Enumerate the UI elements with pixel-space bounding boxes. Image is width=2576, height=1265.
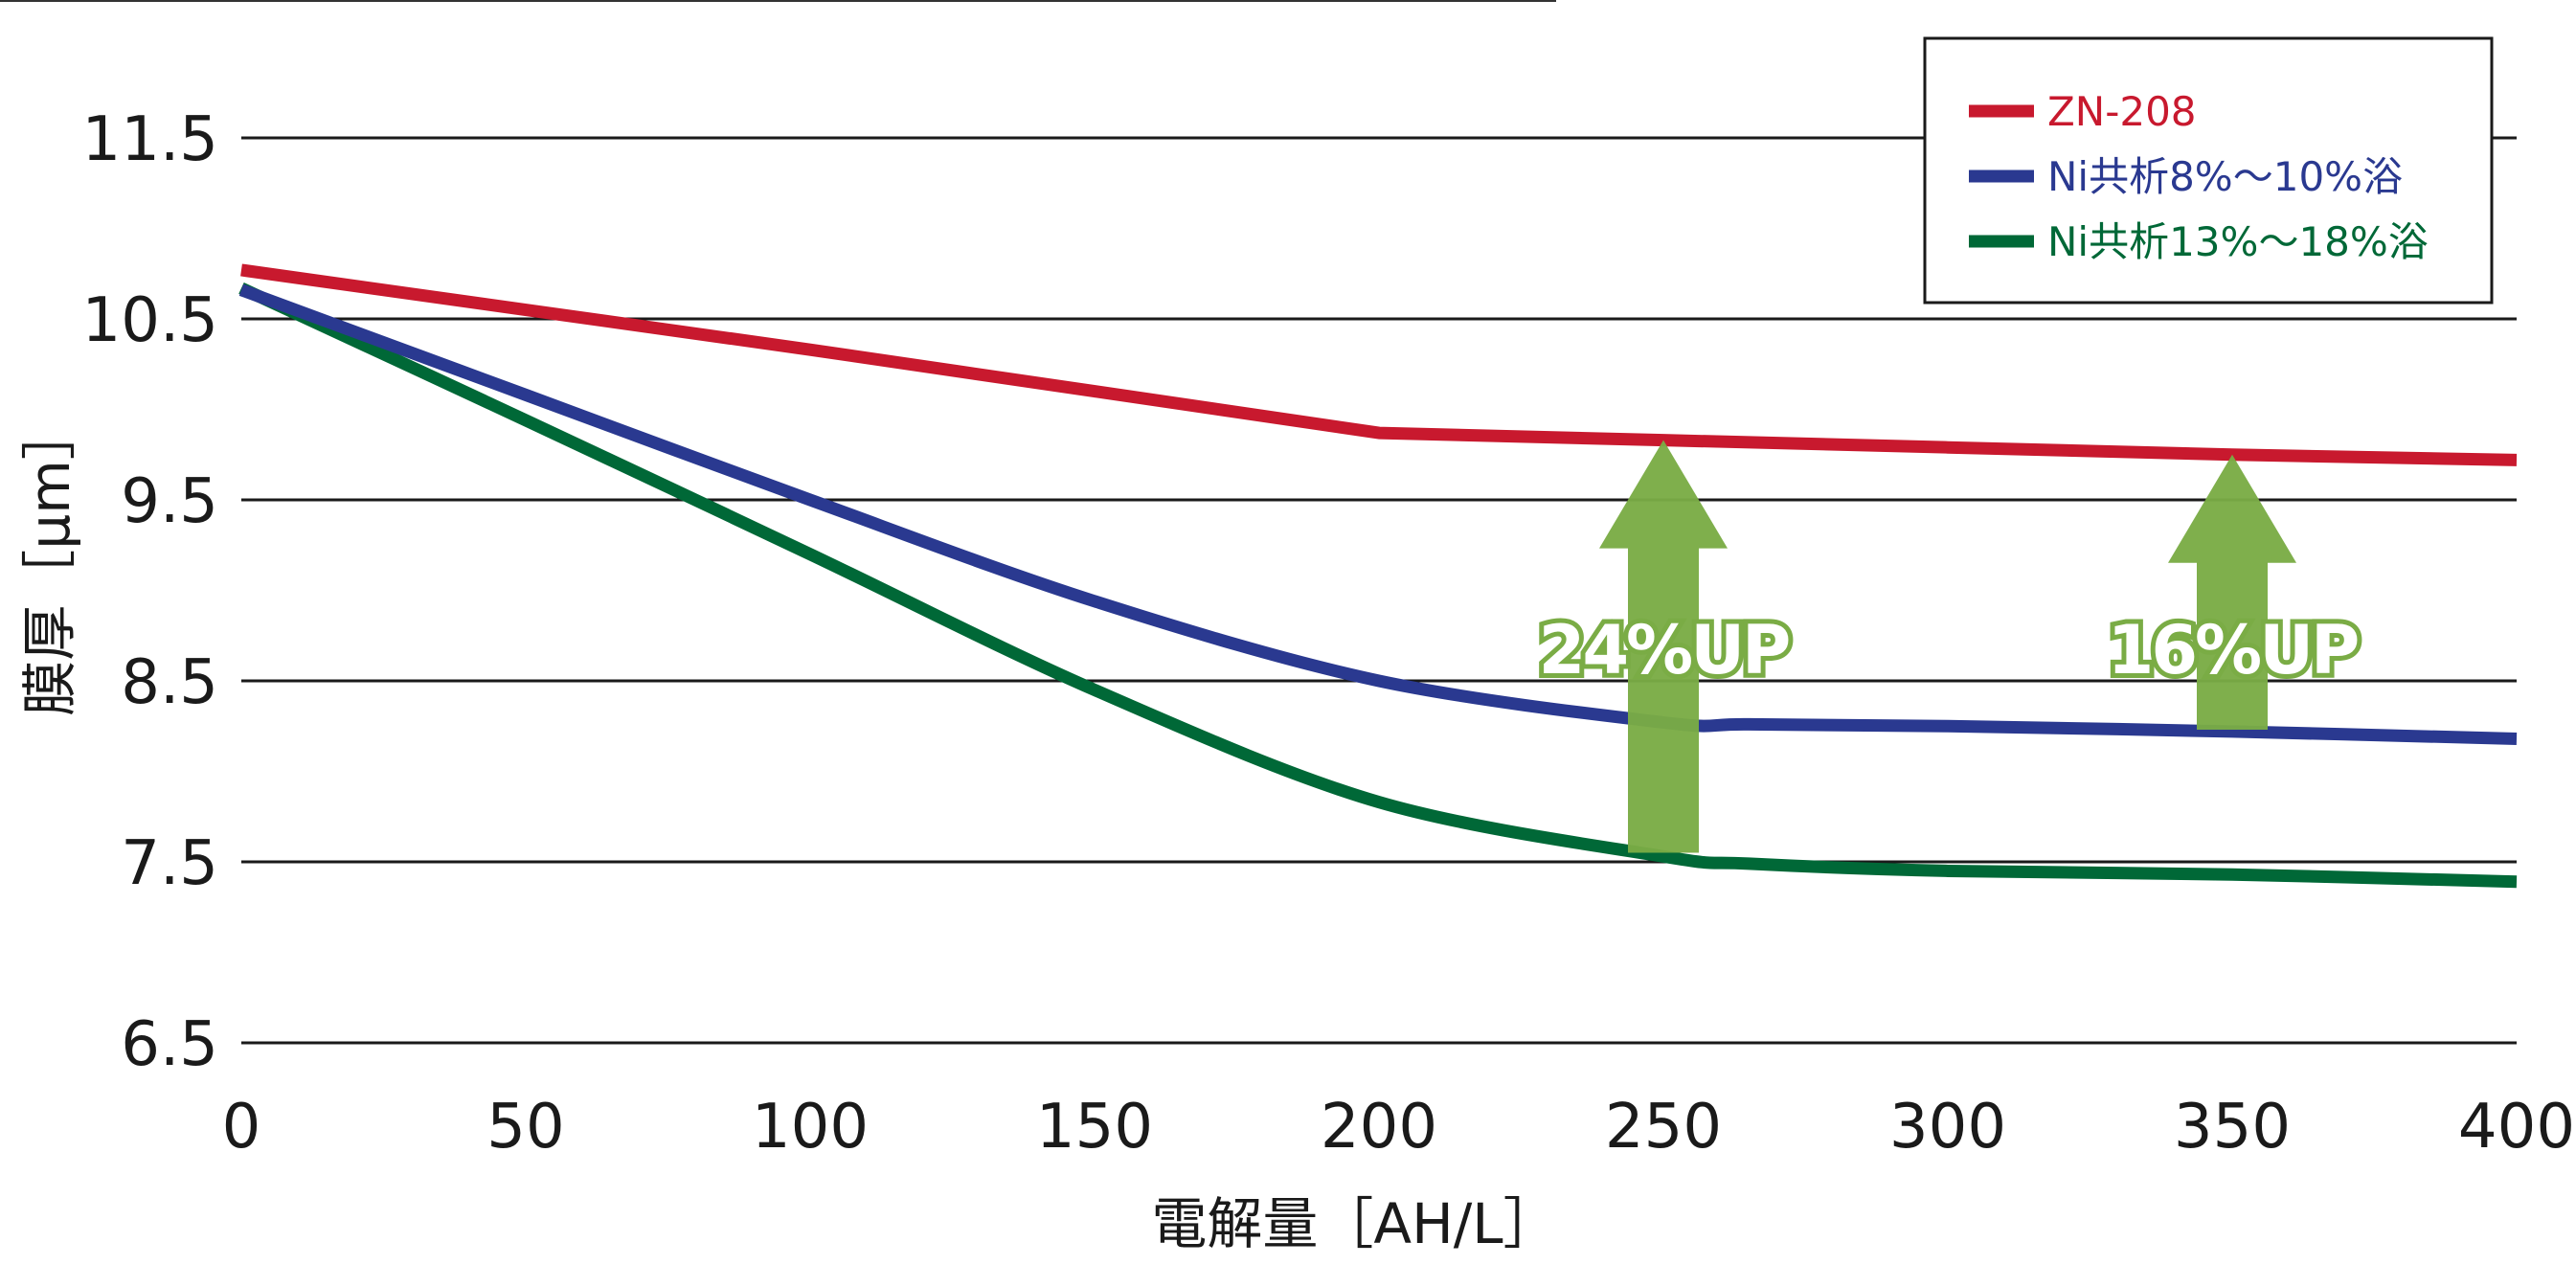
x-tick-label: 50 xyxy=(486,1092,564,1163)
legend: ZN-208 Ni共析8%～10%浴 Ni共析13%～18%浴 xyxy=(1925,38,2492,303)
x-tick-labels: 0 50 100 150 200 250 300 350 400 xyxy=(222,1092,2575,1163)
annotations: 24%UP 16%UP xyxy=(1539,440,2358,853)
legend-label-2: Ni共析13%～18%浴 xyxy=(2047,218,2429,265)
x-tick-label: 150 xyxy=(1036,1092,1153,1163)
series-lines xyxy=(241,270,2517,882)
y-axis-label: 膜厚［μm］ xyxy=(17,404,82,715)
series-line-2 xyxy=(241,288,2517,882)
x-tick-label: 350 xyxy=(2174,1092,2291,1163)
x-tick-label: 100 xyxy=(752,1092,869,1163)
annotation-label-1: 16%UP xyxy=(2108,611,2358,689)
x-tick-label: 0 xyxy=(222,1092,261,1163)
y-tick-label: 8.5 xyxy=(121,647,218,718)
x-tick-label: 300 xyxy=(1889,1092,2006,1163)
x-tick-label: 400 xyxy=(2458,1092,2575,1163)
legend-label-0: ZN-208 xyxy=(2047,88,2197,135)
x-tick-label: 250 xyxy=(1605,1092,1722,1163)
y-tick-label: 10.5 xyxy=(82,285,219,356)
x-tick-label: 200 xyxy=(1321,1092,1437,1163)
y-tick-label: 11.5 xyxy=(82,104,219,175)
legend-label-1: Ni共析8%～10%浴 xyxy=(2047,153,2403,200)
y-tick-label: 7.5 xyxy=(121,828,218,899)
y-tick-label: 6.5 xyxy=(121,1009,218,1080)
y-tick-labels: 11.5 10.5 9.5 8.5 7.5 6.5 xyxy=(82,104,219,1080)
y-tick-label: 9.5 xyxy=(121,466,218,537)
annotation-label-0: 24%UP xyxy=(1539,611,1789,689)
x-axis-label: 電解量［AH/L］ xyxy=(1151,1191,1558,1256)
